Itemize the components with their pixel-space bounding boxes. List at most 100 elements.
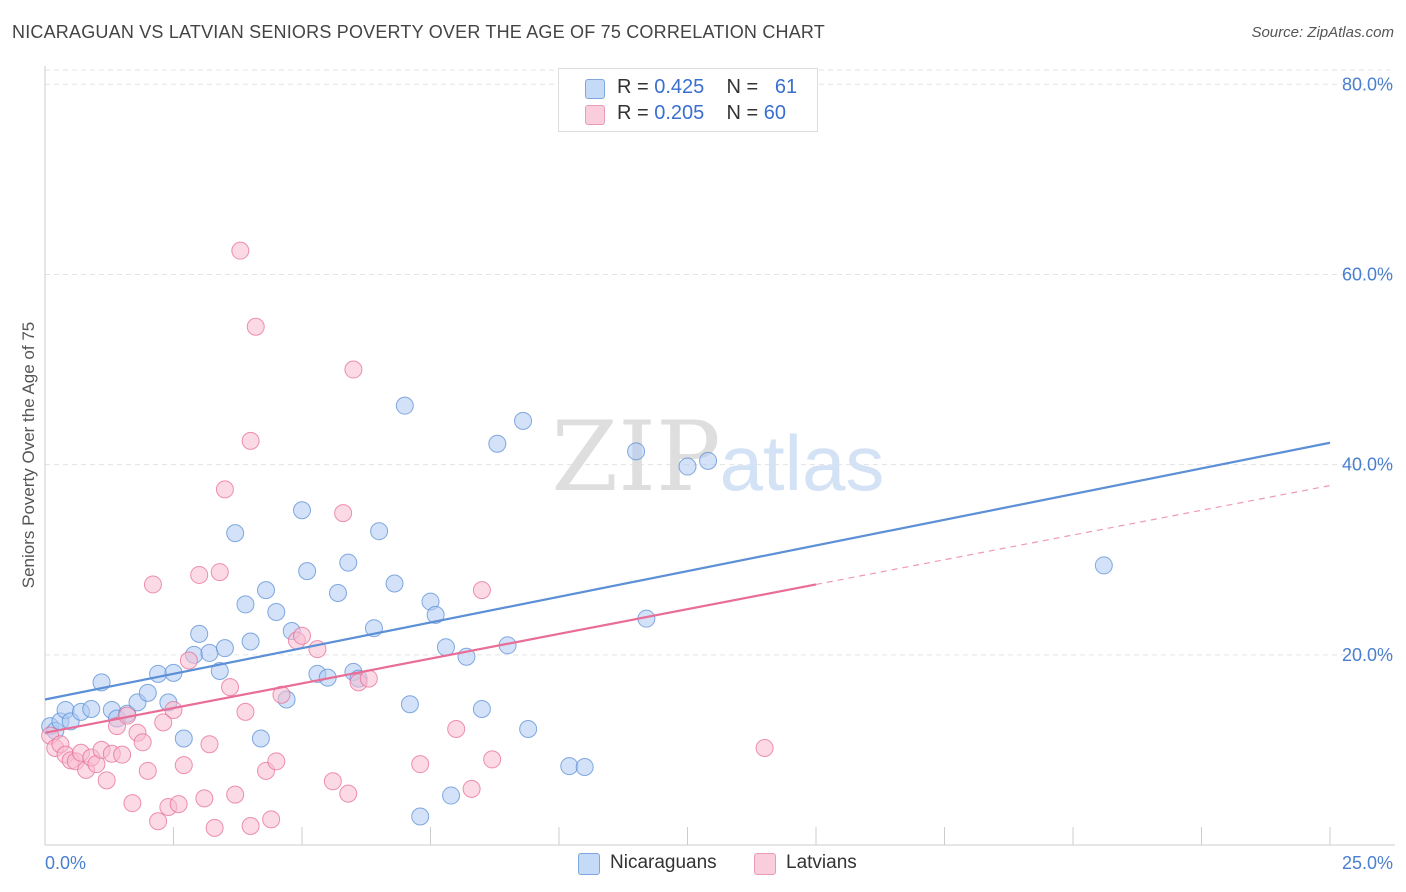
data-point — [395, 396, 414, 415]
data-point — [334, 504, 353, 523]
data-point — [200, 643, 219, 662]
data-point — [699, 451, 718, 470]
data-point — [138, 761, 157, 780]
x-tick-label: 0.0% — [45, 853, 86, 873]
data-point — [236, 595, 255, 614]
correlation-legend: R = 0.425 N = 61 R = 0.205 N = 60 — [558, 68, 818, 132]
data-point — [370, 522, 389, 541]
data-point — [82, 700, 101, 719]
y-tick-label: 60.0% — [1342, 264, 1393, 284]
data-point — [205, 818, 224, 837]
data-point — [488, 434, 507, 453]
data-point — [344, 360, 363, 379]
data-point — [627, 442, 646, 461]
data-point — [231, 241, 250, 260]
data-point — [472, 581, 491, 600]
data-point — [221, 678, 240, 697]
data-point — [113, 745, 132, 764]
legend-r-value: 0.425 — [654, 76, 705, 98]
data-point — [210, 661, 229, 680]
data-point — [251, 729, 270, 748]
source-note: Source: ZipAtlas.com — [1251, 24, 1394, 41]
legend-n-label: N = — [726, 102, 759, 124]
legend-swatch-latvians — [585, 105, 605, 125]
data-point — [755, 739, 774, 758]
trend-line-nicaraguans — [44, 441, 1331, 701]
data-point — [328, 584, 347, 603]
gridlines — [45, 69, 1395, 656]
data-point — [215, 480, 234, 499]
data-point — [97, 771, 116, 790]
data-point — [226, 785, 245, 804]
y-axis-label: Seniors Poverty Over the Age of 75 — [19, 322, 38, 588]
trend-line-latvians — [44, 583, 817, 734]
data-point — [200, 735, 219, 754]
x-tick-label: 25.0% — [1342, 853, 1393, 873]
data-point — [241, 632, 260, 651]
data-point — [195, 789, 214, 808]
series-nicaraguans — [41, 396, 1113, 826]
data-point — [236, 702, 255, 721]
data-point — [262, 810, 281, 829]
data-point — [190, 624, 209, 643]
data-point — [339, 553, 358, 572]
data-point — [267, 603, 286, 622]
data-point — [442, 786, 461, 805]
data-point — [143, 575, 162, 594]
data-point — [246, 317, 265, 336]
legend-r-value: 0.205 — [654, 102, 705, 124]
data-point — [339, 784, 358, 803]
bottom-legend-label-nicaraguans: Nicaraguans — [610, 852, 717, 873]
data-point — [133, 733, 152, 752]
data-point — [1094, 556, 1113, 575]
data-point — [447, 719, 466, 738]
watermark: ZIP atlas — [551, 401, 884, 513]
y-tick-label: 20.0% — [1342, 645, 1393, 665]
data-point — [411, 755, 430, 774]
data-point — [241, 816, 260, 835]
data-point — [519, 719, 538, 738]
data-point — [323, 772, 342, 791]
legend-r-label: R = — [617, 76, 649, 98]
data-point — [215, 639, 234, 658]
legend-n-value: 61 — [774, 76, 798, 98]
legend-n-value: 60 — [763, 102, 787, 124]
data-point — [149, 664, 168, 683]
data-point — [293, 501, 311, 520]
data-point — [678, 457, 697, 476]
data-point — [174, 756, 193, 775]
data-point — [226, 524, 245, 543]
data-point — [210, 563, 229, 582]
data-point — [174, 729, 193, 748]
data-point — [385, 574, 404, 593]
data-point — [293, 626, 311, 645]
data-point — [400, 695, 419, 714]
y-tick-label: 40.0% — [1342, 455, 1393, 475]
data-point — [190, 565, 209, 584]
bottom-legend-swatch-latvians — [754, 853, 776, 875]
data-point — [123, 794, 142, 813]
data-point — [267, 752, 286, 771]
data-point — [241, 431, 260, 450]
data-point — [169, 795, 188, 814]
bottom-legend-swatch-nicaraguans — [578, 853, 600, 875]
bottom-legend-label-latvians: Latvians — [786, 852, 857, 873]
watermark-atlas: atlas — [720, 419, 885, 507]
trend-line-extension-latvians — [815, 484, 1331, 586]
chart-title: NICARAGUAN VS LATVIAN SENIORS POVERTY OV… — [12, 22, 825, 42]
series-latvians — [41, 241, 774, 837]
data-point — [483, 750, 502, 769]
data-point — [575, 758, 594, 777]
legend-n-label: N = — [726, 76, 759, 98]
data-point — [426, 605, 445, 624]
data-point — [154, 713, 173, 732]
data-point — [298, 562, 317, 581]
data-point — [560, 757, 579, 776]
data-point — [138, 683, 157, 702]
axes — [44, 66, 1395, 846]
data-point — [411, 807, 430, 826]
y-tick-label: 80.0% — [1342, 74, 1393, 94]
legend-swatch-nicaraguans — [585, 79, 605, 99]
data-point — [257, 581, 276, 600]
